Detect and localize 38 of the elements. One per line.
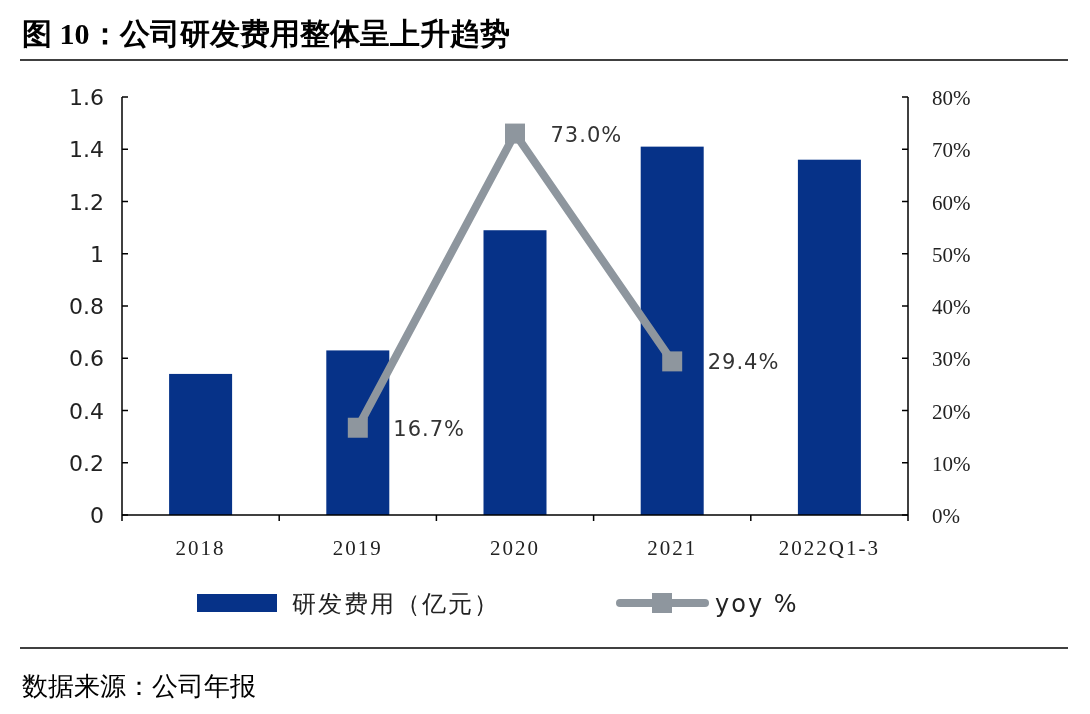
chart-title: 图 10：公司研发费用整体呈上升趋势 bbox=[22, 17, 510, 50]
y2-tick-label: 10% bbox=[932, 451, 971, 476]
point bbox=[505, 123, 525, 144]
y-tick-label: 0.8 bbox=[69, 294, 104, 319]
y2-tick-label: 60% bbox=[932, 190, 971, 215]
y-tick-label: 0.2 bbox=[69, 450, 104, 476]
source-note: 数据来源：公司年报 bbox=[22, 672, 256, 701]
x-tick-label: 2019 bbox=[332, 536, 383, 560]
x-tick-label: 2020 bbox=[490, 536, 540, 560]
data-label: 73.0% bbox=[550, 122, 623, 147]
bar bbox=[640, 146, 704, 515]
y-tick-label: 1.6 bbox=[69, 85, 104, 110]
y2-tick-label: 30% bbox=[932, 347, 971, 372]
legend-label: yoy % bbox=[715, 590, 799, 618]
bar bbox=[169, 373, 233, 515]
bar bbox=[326, 350, 390, 515]
x-tick-label: 2021 bbox=[647, 536, 698, 560]
y-tick-label: 0.4 bbox=[69, 398, 104, 424]
y2-tick-label: 40% bbox=[932, 295, 971, 319]
y2-tick-label: 50% bbox=[932, 242, 971, 267]
y2-tick-label: 0% bbox=[932, 504, 960, 528]
y-tick-label: 0.6 bbox=[69, 346, 104, 372]
y2-tick-label: 80% bbox=[932, 86, 971, 110]
y-tick-label: 1 bbox=[90, 241, 104, 267]
x-tick-label: 2022Q1-3 bbox=[778, 536, 880, 560]
y-tick-label: 1.2 bbox=[69, 189, 104, 215]
bar bbox=[483, 230, 547, 515]
point bbox=[347, 417, 368, 438]
y2-tick-label: 70% bbox=[932, 138, 971, 163]
y-tick-label: 1.4 bbox=[69, 137, 104, 163]
y-tick-label: 0 bbox=[90, 503, 104, 528]
data-label: 16.7% bbox=[393, 416, 466, 441]
bar bbox=[797, 159, 861, 515]
y2-tick-label: 20% bbox=[932, 399, 971, 424]
legend-label: 研发费用（亿元） bbox=[292, 590, 500, 618]
point bbox=[662, 351, 683, 372]
x-tick-label: 2018 bbox=[175, 536, 226, 560]
data-label: 29.4% bbox=[707, 350, 780, 375]
